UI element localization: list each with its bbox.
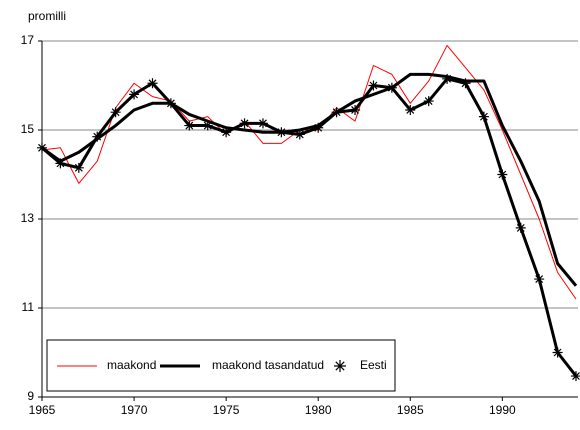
x-tick-label: 1975 — [213, 403, 240, 417]
y-tick-label: 15 — [21, 122, 35, 136]
x-tick-label: 1970 — [121, 403, 148, 417]
y-tick-label: 13 — [21, 211, 35, 225]
y-axis-label: promilli — [28, 9, 66, 23]
series-line — [41, 77, 578, 378]
x-tick-label: 1985 — [397, 403, 424, 417]
series-line — [41, 44, 577, 300]
x-tick-label: 1980 — [305, 403, 332, 417]
legend-label: maakond — [107, 358, 156, 372]
legend-label: maakond tasandatud — [212, 358, 324, 372]
legend-marker — [334, 360, 346, 372]
y-tick-label: 11 — [22, 300, 35, 314]
x-tick-label: 1990 — [489, 403, 516, 417]
y-tick-label: 17 — [21, 33, 35, 47]
x-tick-label: 1965 — [29, 403, 56, 417]
series-line — [41, 72, 578, 287]
y-tick-label: 9 — [27, 389, 34, 403]
legend-label: Eesti — [360, 358, 387, 372]
